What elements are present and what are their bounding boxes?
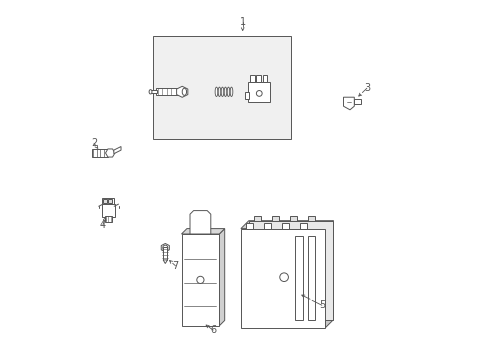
Polygon shape	[163, 260, 167, 264]
Polygon shape	[105, 149, 115, 157]
Text: 3: 3	[363, 83, 369, 93]
Ellipse shape	[215, 87, 217, 96]
Text: 6: 6	[210, 325, 216, 335]
Bar	[307, 236, 315, 320]
Polygon shape	[353, 99, 360, 104]
Circle shape	[256, 91, 262, 96]
Text: 7: 7	[172, 261, 178, 271]
Bar	[272, 216, 278, 221]
Bar	[163, 247, 167, 260]
Bar	[151, 90, 156, 93]
Circle shape	[163, 245, 167, 250]
Polygon shape	[343, 97, 354, 110]
Bar	[246, 223, 252, 229]
Polygon shape	[190, 211, 210, 234]
Bar	[264, 223, 270, 229]
Text: 4: 4	[100, 220, 106, 230]
Circle shape	[279, 273, 288, 282]
FancyBboxPatch shape	[241, 239, 260, 270]
Bar	[181, 234, 219, 326]
Text: 1: 1	[239, 17, 245, 27]
Ellipse shape	[149, 90, 152, 94]
Polygon shape	[325, 221, 333, 328]
Bar	[102, 204, 115, 217]
Bar	[104, 216, 112, 222]
Polygon shape	[181, 229, 224, 234]
Bar	[282, 223, 288, 229]
Bar	[262, 75, 266, 82]
Bar	[156, 88, 183, 95]
Polygon shape	[114, 147, 121, 154]
Circle shape	[196, 276, 203, 284]
Bar	[103, 199, 106, 203]
Text: 2: 2	[91, 138, 97, 148]
Bar	[254, 216, 260, 221]
Bar	[307, 216, 314, 221]
Ellipse shape	[182, 88, 186, 95]
Bar	[248, 221, 333, 320]
Text: 5: 5	[318, 300, 325, 310]
FancyBboxPatch shape	[241, 282, 260, 314]
Bar	[244, 92, 248, 99]
Polygon shape	[102, 198, 114, 204]
Polygon shape	[176, 86, 187, 97]
Bar	[152, 36, 291, 139]
Bar	[250, 75, 254, 82]
Bar	[108, 199, 112, 203]
Bar	[256, 75, 261, 82]
Polygon shape	[161, 243, 169, 252]
Bar	[300, 223, 306, 229]
Polygon shape	[241, 221, 333, 229]
Bar	[241, 229, 325, 328]
Bar	[289, 216, 296, 221]
Bar	[91, 149, 107, 157]
Polygon shape	[219, 229, 224, 326]
Bar	[294, 236, 302, 320]
Bar	[247, 82, 270, 102]
